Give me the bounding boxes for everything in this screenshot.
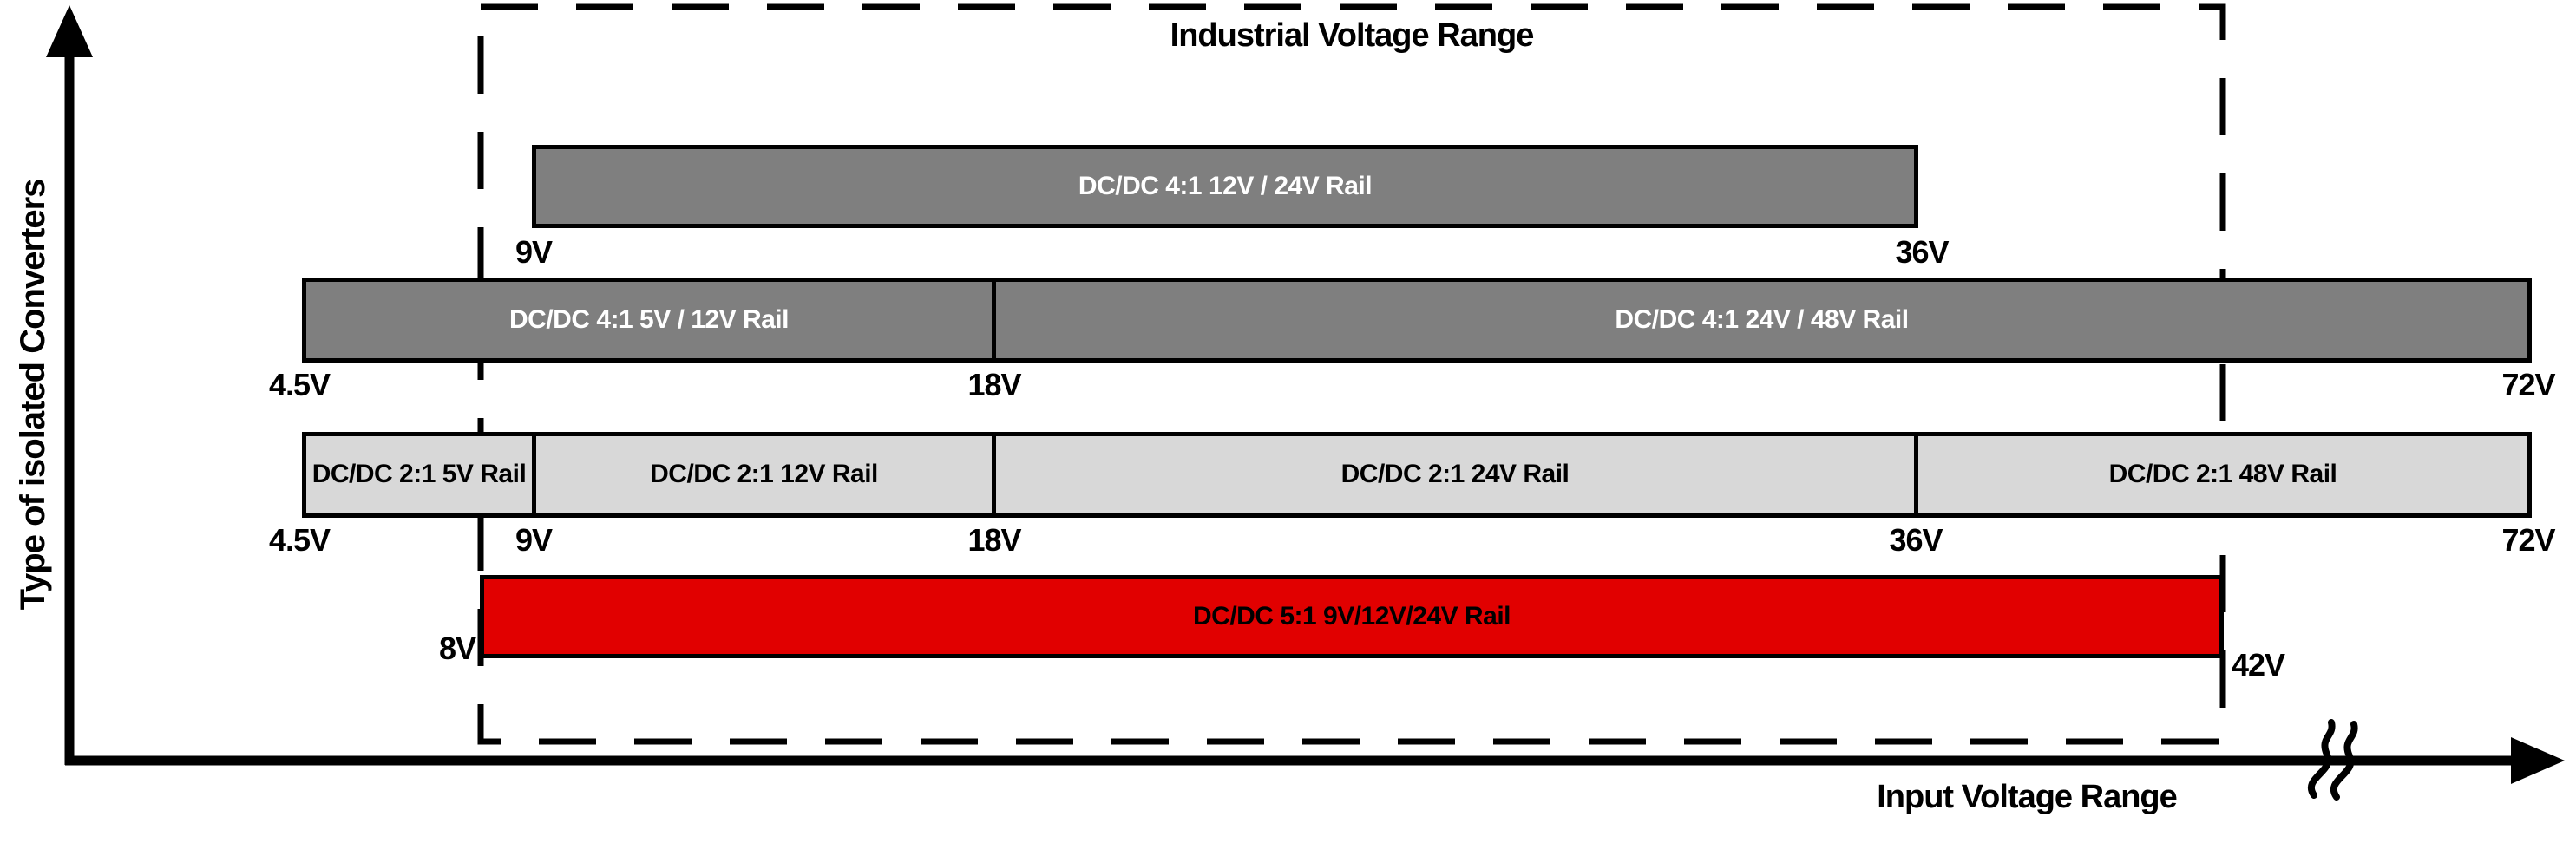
bar-label: DC/DC 4:1 24V / 48V Rail bbox=[1615, 304, 1909, 334]
x-axis-arrowhead-icon bbox=[2511, 737, 2565, 784]
tick-row3-4v5: 4.5V bbox=[268, 522, 331, 558]
axis-break-squiggle-icon bbox=[2330, 721, 2358, 801]
bar-dcdc-5to1-9v-12v-24v: DC/DC 5:1 9V/12V/24V Rail bbox=[480, 575, 2224, 658]
bar-dcdc-4to1-12v-24v: DC/DC 4:1 12V / 24V Rail bbox=[532, 145, 1918, 228]
tick-row4-8v: 8V bbox=[438, 631, 476, 666]
tick-row2-72v: 72V bbox=[2501, 367, 2555, 402]
tick-row1-9v: 9V bbox=[515, 234, 553, 270]
y-axis-arrowhead-icon bbox=[46, 5, 93, 57]
tick-row3-36v: 36V bbox=[1889, 522, 1943, 558]
bar-dcdc-2to1-5v: DC/DC 2:1 5V Rail bbox=[302, 432, 536, 518]
tick-row3-72v: 72V bbox=[2501, 522, 2555, 558]
bar-dcdc-4to1-24v-48v: DC/DC 4:1 24V / 48V Rail bbox=[992, 278, 2532, 363]
tick-row3-18v: 18V bbox=[967, 522, 1021, 558]
y-axis-label: Type of isolated Converters bbox=[14, 179, 52, 611]
axis-break-squiggle-icon bbox=[2308, 719, 2336, 799]
tick-row2-4v5: 4.5V bbox=[268, 367, 331, 402]
tick-row2-18v: 18V bbox=[967, 367, 1021, 402]
industrial-voltage-range-title: Industrial Voltage Range bbox=[1170, 17, 1535, 54]
tick-row4-42v: 42V bbox=[2232, 647, 2285, 683]
bar-label: DC/DC 2:1 12V Rail bbox=[650, 460, 878, 489]
bar-dcdc-2to1-24v: DC/DC 2:1 24V Rail bbox=[992, 432, 1918, 518]
bar-dcdc-4to1-5v-12v: DC/DC 4:1 5V / 12V Rail bbox=[302, 278, 996, 363]
x-axis-label: Input Voltage Range bbox=[1877, 779, 2178, 815]
tick-row3-9v: 9V bbox=[515, 522, 553, 558]
bar-label: DC/DC 2:1 5V Rail bbox=[311, 460, 527, 489]
bar-label: DC/DC 5:1 9V/12V/24V Rail bbox=[1192, 601, 1511, 631]
bar-label: DC/DC 2:1 48V Rail bbox=[2108, 460, 2337, 489]
tick-row1-36v: 36V bbox=[1895, 234, 1949, 270]
bar-dcdc-2to1-12v: DC/DC 2:1 12V Rail bbox=[532, 432, 996, 518]
bar-label: DC/DC 4:1 5V / 12V Rail bbox=[509, 304, 789, 334]
bar-label: DC/DC 4:1 12V / 24V Rail bbox=[1078, 171, 1373, 200]
industrial-range-dashed-box bbox=[477, 3, 2226, 745]
bar-dcdc-2to1-48v: DC/DC 2:1 48V Rail bbox=[1914, 432, 2532, 518]
bar-label: DC/DC 2:1 24V Rail bbox=[1340, 460, 1570, 489]
